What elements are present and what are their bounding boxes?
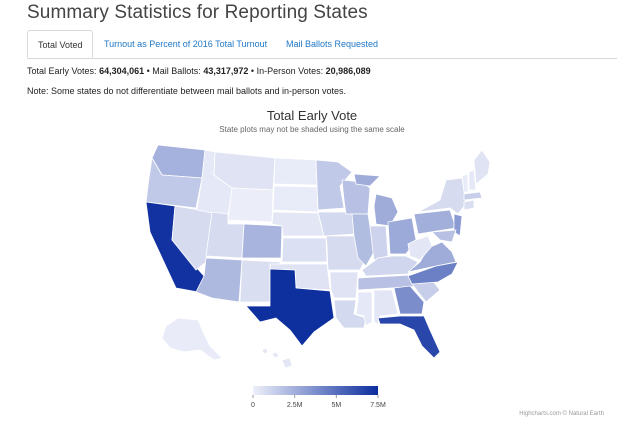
legend-tick-label: 2.5M: [287, 402, 303, 409]
state-AR[interactable]: [329, 271, 359, 299]
tab-total-voted[interactable]: Total Voted: [27, 30, 93, 58]
state-MD[interactable]: [431, 229, 457, 243]
tab-bar: Total Voted Turnout as Percent of 2016 T…: [27, 30, 617, 59]
legend-gradient-bar: [253, 386, 378, 395]
state-KY[interactable]: [361, 255, 419, 277]
state-MN[interactable]: [315, 159, 353, 211]
tab-turnout-percent[interactable]: Turnout as Percent of 2016 Total Turnout: [104, 39, 268, 49]
tab-mail-ballots-requested[interactable]: Mail Ballots Requested: [286, 39, 379, 49]
states-layer: [145, 144, 491, 369]
state-MS[interactable]: [355, 291, 373, 327]
note-text: Note: Some states do not differentiate b…: [27, 86, 347, 96]
state-TX[interactable]: [245, 268, 335, 347]
totals-summary: Total Early Votes: 64,304,061 • Mail Bal…: [27, 66, 371, 76]
separator: •: [146, 66, 150, 76]
state-NH[interactable]: [468, 169, 477, 191]
state-NY[interactable]: [417, 177, 467, 215]
state-VA[interactable]: [407, 241, 457, 273]
state-AL[interactable]: [373, 289, 399, 325]
legend-tick-label: 5M: [331, 402, 341, 409]
state-IL[interactable]: [351, 213, 375, 267]
in-person-label: In-Person Votes:: [256, 66, 324, 76]
legend-ticks: 0 2.5M 5M 7.5M: [251, 395, 386, 409]
state-MA[interactable]: [463, 191, 483, 201]
total-early-label: Total Early Votes:: [27, 66, 97, 76]
state-HI[interactable]: [261, 347, 293, 369]
state-ND[interactable]: [273, 157, 318, 186]
legend-tick-label: 0: [251, 402, 255, 409]
legend-tick-label: 7.5M: [370, 402, 386, 409]
map-credits[interactable]: Highcharts.com © Natural Earth: [519, 411, 604, 417]
total-early-value: 64,304,061: [99, 66, 145, 76]
state-KS[interactable]: [281, 237, 328, 263]
state-FL[interactable]: [377, 315, 441, 359]
state-CT[interactable]: [463, 199, 475, 211]
state-GA[interactable]: [393, 285, 425, 315]
state-IA[interactable]: [317, 211, 357, 237]
map-legend: 0 2.5M 5M 7.5M: [251, 386, 386, 409]
state-ME[interactable]: [473, 149, 491, 185]
separator: •: [250, 66, 255, 76]
mail-ballots-value: 43,317,972: [203, 66, 249, 76]
state-WY[interactable]: [227, 187, 274, 223]
page-title: Summary Statistics for Reporting States: [27, 2, 368, 23]
state-VT[interactable]: [461, 173, 469, 193]
state-AK[interactable]: [161, 317, 223, 361]
in-person-value: 20,986,089: [325, 66, 371, 76]
state-WV[interactable]: [407, 235, 433, 261]
state-OR[interactable]: [145, 157, 203, 209]
map-title: Total Early Vote: [266, 108, 358, 123]
map-subtitle: State plots may not be shaded using the …: [219, 125, 405, 134]
state-SD[interactable]: [272, 185, 319, 213]
state-CO[interactable]: [241, 223, 283, 259]
mail-ballots-label: Mail Ballots:: [152, 66, 201, 76]
